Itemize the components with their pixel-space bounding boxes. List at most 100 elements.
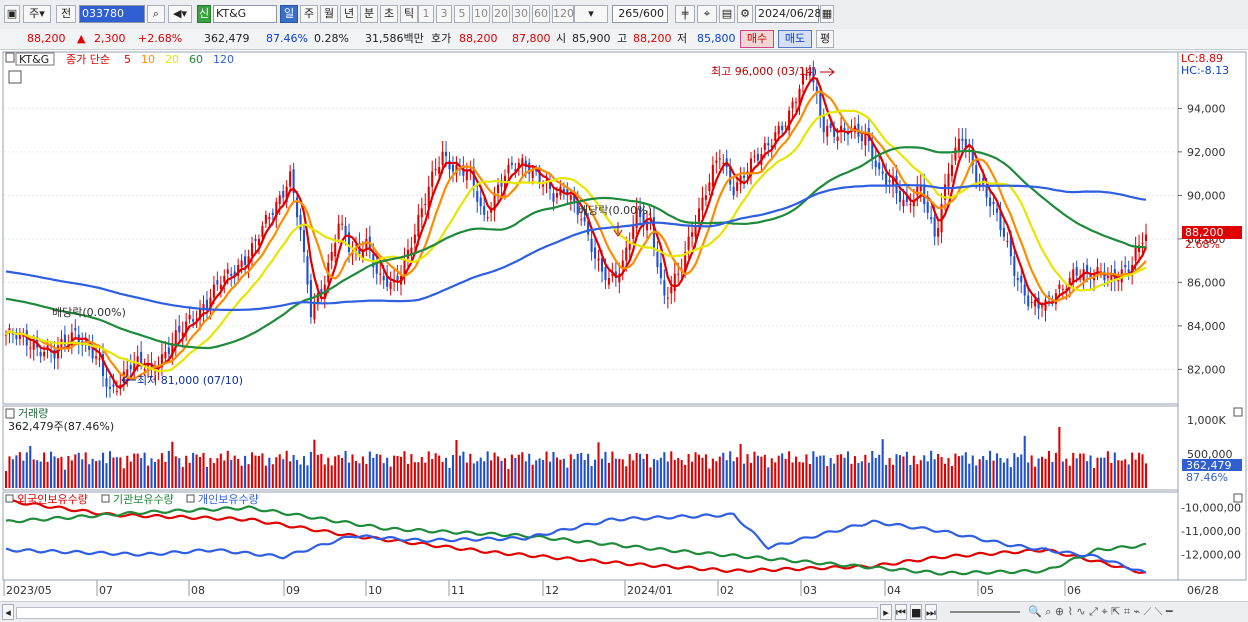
volume-bar <box>420 456 423 488</box>
speaker-icon[interactable]: ◀▾ <box>168 5 192 23</box>
first-icon[interactable]: ⏮ <box>895 604 907 620</box>
unit-dropdown[interactable]: ▾ <box>574 5 608 23</box>
holding-legend-icon[interactable] <box>5 494 14 503</box>
sell-button[interactable]: 매도 <box>778 30 812 48</box>
candle-body <box>684 251 687 274</box>
volume-bar <box>285 450 288 488</box>
prev-button[interactable]: 전 <box>56 5 76 23</box>
candle-body <box>171 343 174 357</box>
candle-body <box>569 195 572 200</box>
search-icon[interactable]: ⌕ <box>147 5 165 23</box>
scroll-right-icon[interactable]: ▸ <box>880 604 892 620</box>
low-label: 저 <box>677 32 688 45</box>
open-label: 시 <box>556 32 567 45</box>
volume-close-icon[interactable] <box>1233 407 1243 417</box>
volume-bar <box>77 452 80 488</box>
last-icon[interactable]: ⏭ <box>925 604 937 620</box>
stock-name-field[interactable]: KT&G <box>213 5 277 23</box>
period-button-0[interactable]: 일 <box>280 5 298 23</box>
period-button-1[interactable]: 주 <box>300 5 318 23</box>
candle-body <box>192 319 195 322</box>
count-field[interactable]: 265/600 <box>612 5 668 23</box>
table-icon[interactable] <box>8 70 22 84</box>
volume-bar <box>995 453 999 488</box>
candle-body <box>60 338 63 350</box>
volume-bar <box>1020 454 1023 488</box>
eval-button[interactable]: 평 <box>816 30 834 48</box>
volume-bar <box>327 457 330 488</box>
gear-icon[interactable]: ⚙ <box>737 5 753 23</box>
volume-bar <box>500 460 503 488</box>
volume-bar <box>722 452 725 488</box>
volume-bar <box>1030 455 1033 488</box>
candle-body <box>167 347 170 355</box>
tool-icon[interactable]: ⌖ <box>697 5 717 23</box>
period-button-2[interactable]: 월 <box>320 5 338 23</box>
date-field[interactable]: 2024/06/28 <box>755 5 821 23</box>
minute-button-6[interactable]: 60 <box>532 5 550 23</box>
volume-bar <box>199 456 202 488</box>
minute-button-5[interactable]: 30 <box>512 5 530 23</box>
last-price-tag <box>1182 226 1242 239</box>
panel-menu-icon[interactable] <box>5 52 15 63</box>
volume-bar <box>812 451 815 488</box>
candle-type-icon[interactable]: ╪ <box>675 5 695 23</box>
period-button-5[interactable]: 초 <box>380 5 398 23</box>
window-menu-icon[interactable]: ▣ <box>4 5 20 23</box>
holding-close-icon[interactable] <box>1233 493 1243 503</box>
period-button-4[interactable]: 분 <box>360 5 378 23</box>
volume-bar <box>341 457 344 488</box>
volume-bar <box>794 456 798 488</box>
x-tick-label: 06/28 <box>1187 584 1219 597</box>
minute-button-3[interactable]: 10 <box>472 5 490 23</box>
scroll-track[interactable] <box>16 607 878 619</box>
volume-bar <box>853 456 856 488</box>
holding-legend-icon[interactable] <box>186 494 195 503</box>
volume-bar <box>729 451 732 488</box>
candle-body <box>687 236 690 250</box>
stop-icon[interactable]: ■ <box>910 604 922 620</box>
stock-code-input[interactable]: 033780 <box>79 5 145 23</box>
volume-bar <box>566 467 569 488</box>
period-button-3[interactable]: 년 <box>340 5 358 23</box>
minute-button-1[interactable]: 3 <box>436 5 452 23</box>
minute-button-0[interactable]: 1 <box>418 5 434 23</box>
price-tick-label: 90,000 <box>1187 189 1226 202</box>
minute-button-7[interactable]: 120 <box>552 5 574 23</box>
candle-body <box>205 299 209 309</box>
volume-bar <box>857 463 860 488</box>
candle-body <box>223 275 226 283</box>
candle-body <box>829 123 832 128</box>
zoom-slider[interactable] <box>950 611 1020 613</box>
ask-price: 88,200 <box>459 32 498 45</box>
period-select[interactable]: 주▾ <box>23 5 51 23</box>
volume-bar <box>133 453 136 488</box>
volume-menu-icon[interactable] <box>5 408 15 419</box>
draw-tools-icon[interactable]: 🔍 ⌕ ⊕ ⌇ ∿ ⤢ ⌖ ⇱ ⌗ ⌁ ⟋ ⟍ ━ <box>1028 605 1173 618</box>
x-tick-label: 2024/01 <box>627 584 673 597</box>
volume-bars <box>4 426 1148 488</box>
candle-body <box>840 125 843 133</box>
candle-body <box>39 351 42 357</box>
save-icon[interactable]: ▤ <box>719 5 735 23</box>
buy-button[interactable]: 매수 <box>740 30 774 48</box>
volume-bar <box>108 451 111 488</box>
volume-bar <box>826 466 829 488</box>
period-button-6[interactable]: 틱 <box>400 5 418 23</box>
candle-body <box>801 73 804 85</box>
scroll-left-icon[interactable]: ◂ <box>2 604 14 620</box>
volume-bar <box>1120 460 1123 488</box>
count-total: /600 <box>639 7 664 20</box>
volume-bar <box>815 456 818 488</box>
minute-button-4[interactable]: 20 <box>492 5 510 23</box>
volume-bar <box>819 455 822 488</box>
candle-body <box>736 182 739 192</box>
calendar-icon[interactable]: ▦ <box>820 5 834 23</box>
minute-button-2[interactable]: 5 <box>454 5 470 23</box>
holding-legend-icon[interactable] <box>101 494 110 503</box>
candle-body <box>635 208 638 228</box>
volume-bar <box>590 466 593 488</box>
volume-bar <box>254 455 257 488</box>
volume-bar <box>760 456 763 488</box>
candle-body <box>136 356 139 366</box>
